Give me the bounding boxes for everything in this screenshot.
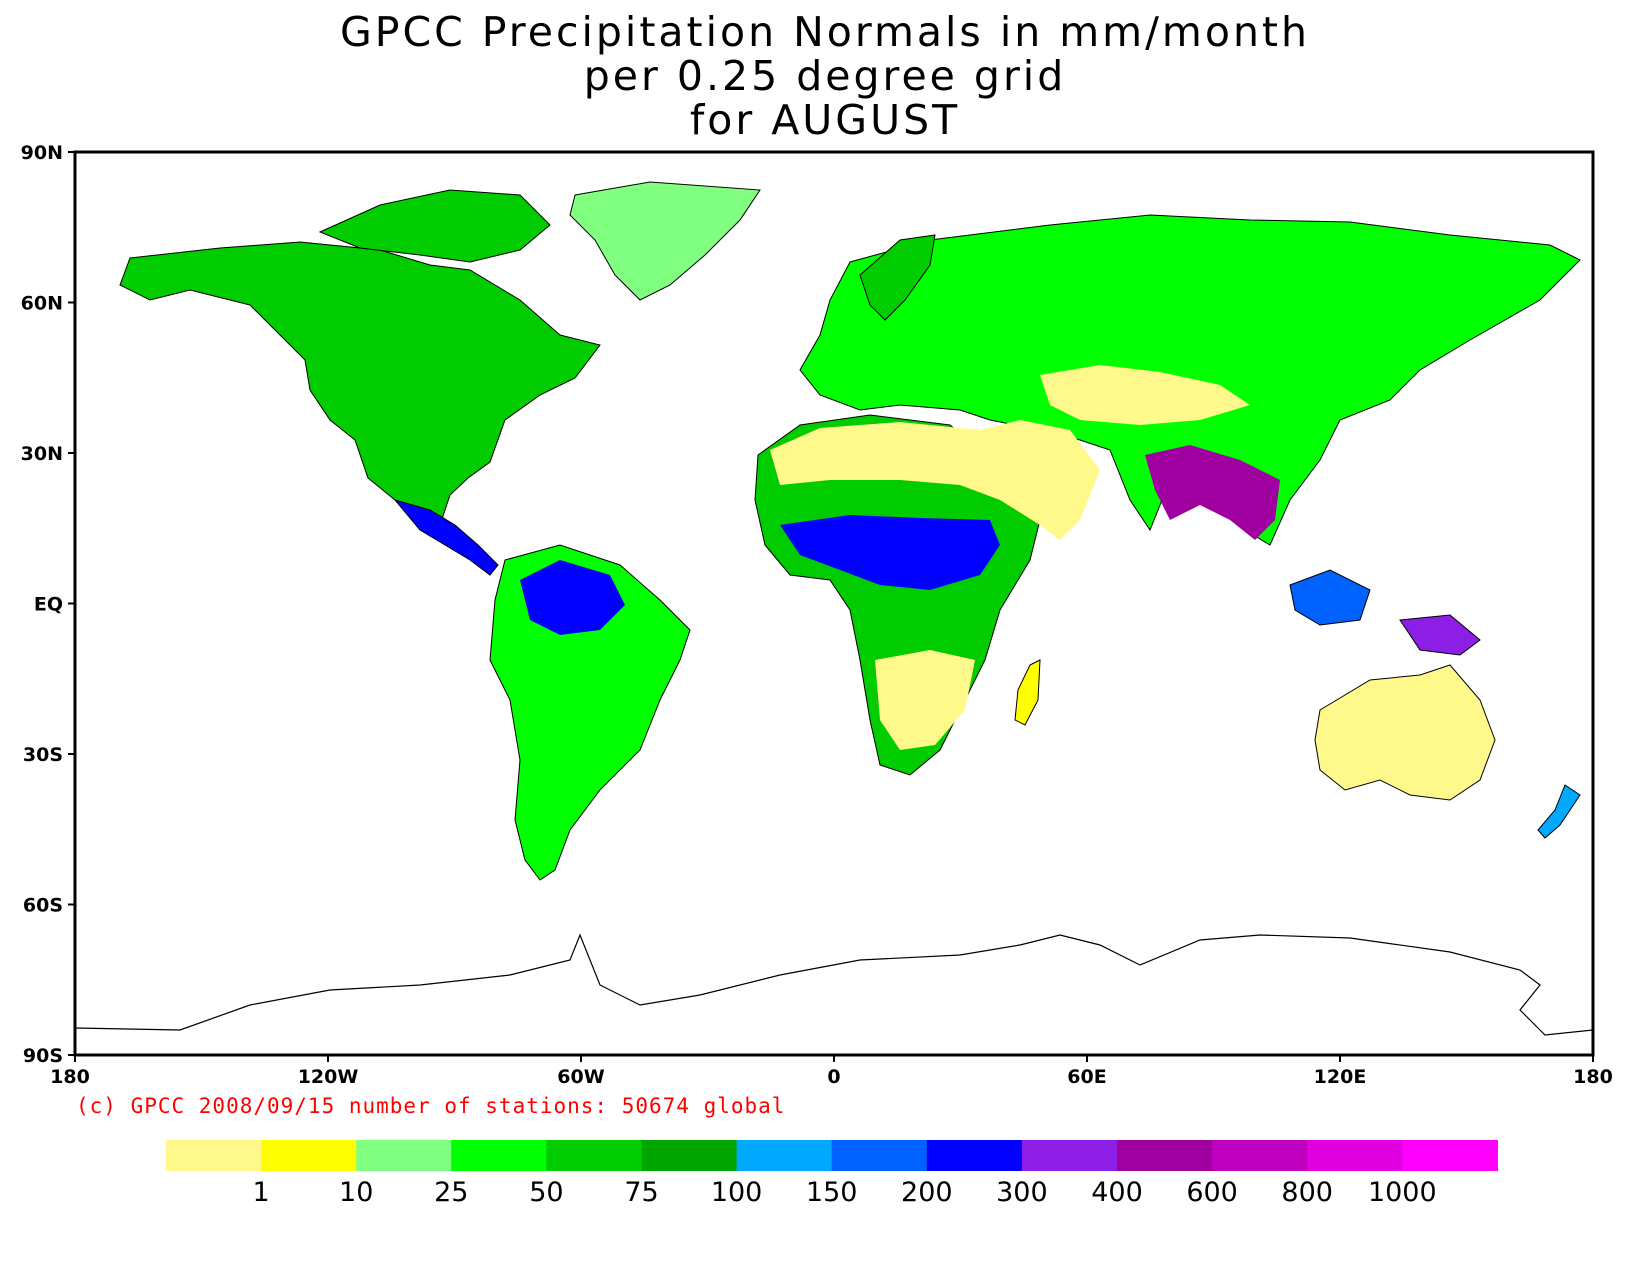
lon-tick-label: 60E (1067, 1066, 1106, 1088)
lat-tick-label: 60S (23, 895, 63, 917)
legend-label: 300 (996, 1177, 1048, 1208)
lat-tick-label: 30S (23, 744, 63, 766)
legend-label: 1000 (1368, 1177, 1437, 1208)
region-southeast-asia-islands (1289, 569, 1371, 626)
color-legend: 1 10 25 50 75 100 150 200 300 400 600 800 1000 (166, 1140, 1498, 1208)
legend-label: 150 (806, 1177, 858, 1208)
legend-swatch (1117, 1140, 1213, 1171)
region-antarctica (75, 933, 1593, 1036)
legend-swatch (451, 1140, 547, 1171)
region-south-america (489, 544, 691, 881)
legend-label: 50 (529, 1177, 563, 1208)
title-line-2: per 0.25 degree grid (583, 52, 1067, 100)
region-madagascar (1014, 659, 1041, 726)
region-sahel-wet (780, 515, 1000, 590)
region-sahara-arabia (770, 420, 1100, 540)
credit-text: (c) GPCC 2008/09/15 number of stations: … (76, 1094, 786, 1118)
legend-swatch (546, 1140, 643, 1171)
legend-label: 1 (253, 1177, 270, 1208)
region-new-guinea (1399, 614, 1481, 656)
legend-label: 400 (1091, 1177, 1143, 1208)
region-southern-africa-dry (875, 650, 975, 750)
legend-label: 25 (434, 1177, 468, 1208)
latitude-axis: 90N 60N 30N EQ 30S 60S 90S (21, 142, 75, 1067)
legend-swatch (356, 1140, 452, 1171)
region-australia (1314, 664, 1496, 801)
region-new-zealand (1537, 784, 1581, 839)
legend-label: 200 (901, 1177, 953, 1208)
region-arctic-islands (318, 189, 551, 263)
title-line-3: for AUGUST (689, 96, 961, 144)
legend-swatch (831, 1140, 928, 1171)
region-amazon-wet (520, 560, 625, 635)
lat-tick-label: 90N (21, 142, 63, 164)
region-greenland (569, 181, 761, 301)
lat-tick-label: EQ (34, 594, 63, 616)
title-line-1: GPCC Precipitation Normals in mm/month (340, 8, 1310, 56)
legend-swatch (926, 1140, 1023, 1171)
region-south-asia-monsoon (1145, 445, 1280, 540)
legend-swatch (166, 1140, 262, 1171)
longitude-axis: 180 120W 60W 0 60E 120E 180 (50, 1055, 1613, 1088)
legend-swatch (1402, 1140, 1498, 1171)
legend-label: 75 (624, 1177, 658, 1208)
lon-tick-label: 180 (50, 1066, 90, 1088)
region-scandinavia (859, 234, 936, 321)
region-central-asia (1040, 365, 1250, 425)
legend-swatch (641, 1140, 738, 1171)
legend-swatch (736, 1140, 833, 1171)
lon-tick-label: 60W (557, 1066, 604, 1088)
lon-tick-label: 120W (298, 1066, 359, 1088)
legend-swatch (1307, 1140, 1403, 1171)
legend-label: 600 (1186, 1177, 1238, 1208)
legend-label: 10 (339, 1177, 373, 1208)
region-central-america (393, 499, 499, 576)
region-north-america (119, 241, 601, 526)
lat-tick-label: 60N (21, 293, 63, 315)
legend-swatch (1212, 1140, 1308, 1171)
lat-tick-label: 90S (23, 1045, 63, 1067)
map-content (75, 181, 1593, 1036)
legend-swatch (1021, 1140, 1118, 1171)
lon-tick-label: 0 (827, 1066, 840, 1088)
lon-tick-label: 180 (1573, 1066, 1613, 1088)
lat-tick-label: 30N (21, 443, 63, 465)
lon-tick-label: 120E (1314, 1066, 1367, 1088)
legend-swatch (261, 1140, 357, 1171)
legend-label: 800 (1281, 1177, 1333, 1208)
legend-label: 100 (711, 1177, 763, 1208)
